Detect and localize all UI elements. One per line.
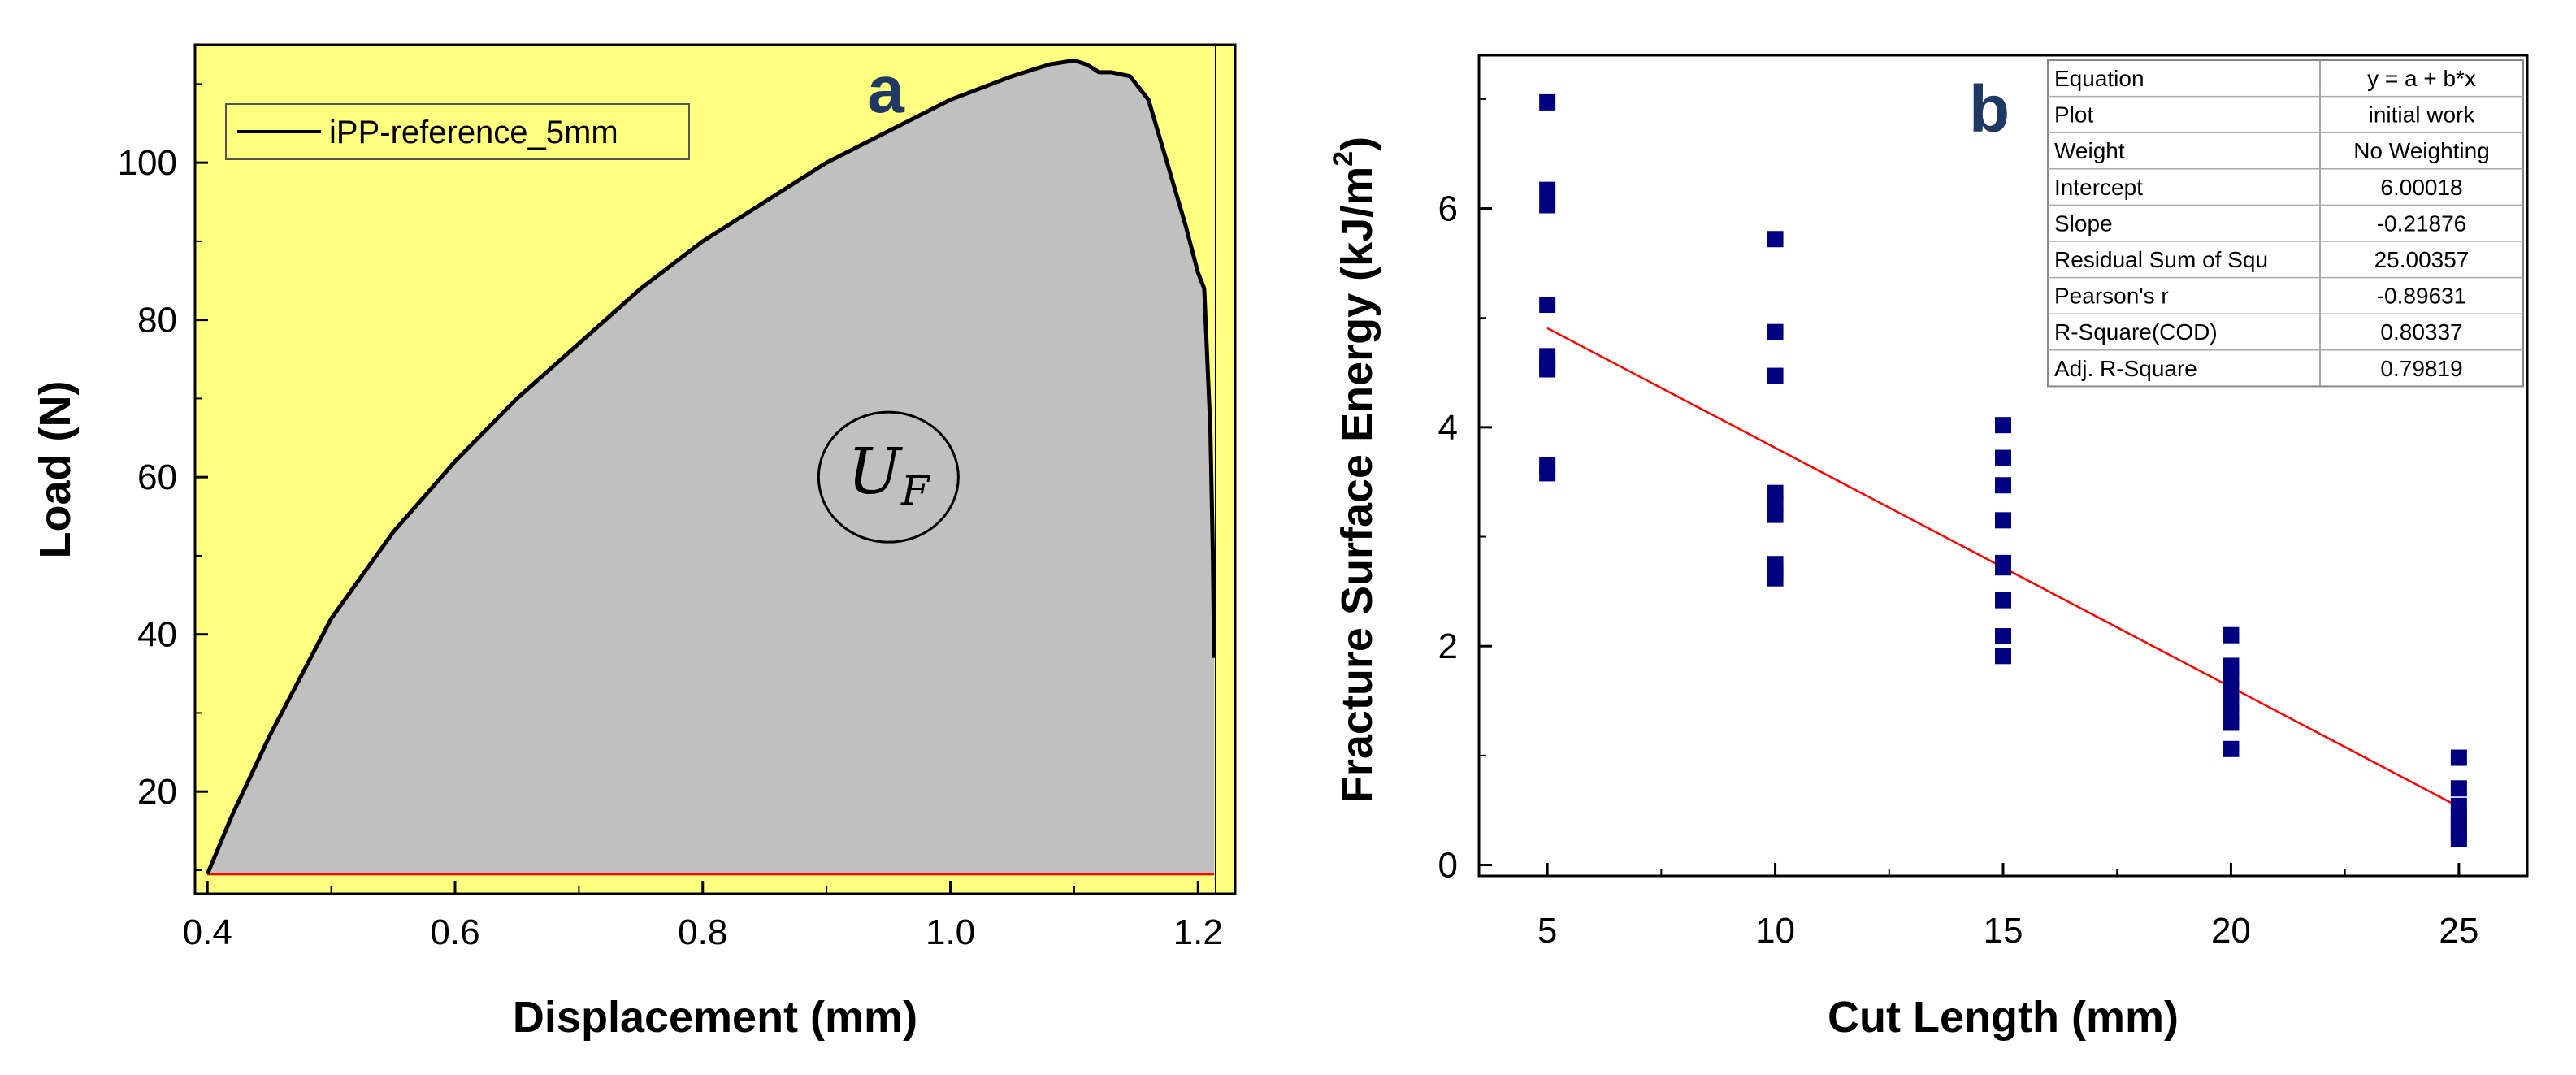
table-row-value: 0.80337 — [2380, 319, 2462, 345]
table-row-label: Equation — [2054, 66, 2144, 91]
data-point — [1539, 361, 1556, 378]
x-tick-label: 0.6 — [430, 912, 479, 952]
y-tick-label: 60 — [137, 457, 177, 497]
data-point — [1995, 417, 2011, 434]
table-row-label: R-Square(COD) — [2054, 319, 2218, 345]
y-tick-label: 0 — [1438, 846, 1458, 886]
panel-b-x-ticks: 5 10 15 20 25 — [1537, 863, 2478, 951]
x-tick-label: 10 — [1755, 911, 1795, 951]
uf-circle — [817, 410, 960, 544]
panel-a-letter: a — [867, 53, 905, 127]
data-point — [1767, 570, 1784, 587]
panel-a-x-ticks: 0.4 0.6 0.8 1.0 1.2 — [183, 881, 1223, 952]
data-point — [1995, 628, 2011, 645]
x-tick-label: 25 — [2439, 911, 2478, 951]
table-row-label: Intercept — [2054, 175, 2143, 200]
y-tick-label: 20 — [137, 772, 177, 812]
data-point — [2223, 714, 2240, 731]
table-row-label: Slope — [2054, 210, 2113, 236]
data-point — [1539, 465, 1556, 482]
uf-annotation: UF — [817, 410, 960, 544]
data-point — [1539, 93, 1556, 111]
legend-label: iPP-reference_5mm — [329, 115, 618, 150]
data-point — [2223, 657, 2240, 674]
panel-a-legend: iPP-reference_5mm — [225, 103, 690, 160]
panel-a-y-axis-title: Load (N) — [31, 381, 80, 559]
table-row-label: Pearson's r — [2054, 284, 2169, 309]
panel-b-y-ticks: 0 2 4 6 — [1438, 98, 1492, 886]
data-point — [1767, 506, 1784, 523]
x-tick-label: 1.0 — [926, 912, 975, 952]
table-row-value: initial work — [2369, 102, 2476, 128]
data-point — [1767, 323, 1784, 340]
table-row-label: Weight — [2054, 138, 2125, 163]
data-point — [1995, 648, 2011, 665]
table-row-label: Plot — [2054, 102, 2093, 128]
panel-a-y-ticks: 20 40 60 80 100 — [118, 83, 208, 871]
table-row-value: y = a + b*x — [2367, 66, 2476, 91]
y-tick-label: 2 — [1438, 626, 1458, 666]
x-tick-label: 0.4 — [183, 912, 232, 952]
fracture-energy-area — [207, 60, 1215, 874]
panel-b-x-axis-title: Cut Length (mm) — [1828, 993, 2179, 1042]
data-point — [1995, 559, 2011, 576]
data-point — [2450, 830, 2467, 847]
y-tick-label: 80 — [137, 301, 177, 340]
table-row-value: 25.00357 — [2374, 247, 2470, 272]
panel-a-x-axis-title: Displacement (mm) — [513, 993, 917, 1042]
fit-statistics-table: Equation y = a + b*x Plot initial work Weigh… — [2047, 59, 2524, 388]
panel-b: 5 10 15 20 25 0 2 4 6 b Equation y = a + b*x Plot… — [1328, 54, 2529, 1042]
y-tick-label: 40 — [137, 615, 177, 655]
data-point — [2450, 780, 2467, 797]
data-point — [1767, 231, 1784, 248]
table-row-value: -0.89631 — [2377, 284, 2467, 309]
data-point — [2450, 749, 2467, 766]
table-row-label: Residual Sum of Squ — [2054, 247, 2268, 272]
x-tick-label: 5 — [1537, 911, 1557, 951]
panel-a-plot-frame — [193, 43, 1237, 895]
y-tick-label: 100 — [118, 143, 177, 183]
table-row-value: -0.21876 — [2377, 210, 2467, 236]
data-point — [1539, 197, 1556, 214]
x-tick-label: 20 — [2211, 911, 2251, 951]
table-row-value: 0.79819 — [2380, 356, 2462, 381]
data-point — [1767, 367, 1784, 384]
data-point — [1995, 592, 2011, 609]
data-point — [2223, 626, 2240, 644]
x-tick-label: 15 — [1984, 911, 2023, 951]
load-displacement-curve — [205, 58, 1216, 875]
x-tick-label: 1.2 — [1173, 912, 1223, 952]
data-point — [1995, 477, 2011, 494]
y-tick-label: 6 — [1438, 189, 1458, 229]
data-point — [1995, 449, 2011, 466]
data-point — [2223, 682, 2240, 699]
uf-label: UF — [848, 436, 931, 514]
data-point — [1539, 297, 1556, 314]
panel-b-y-axis-title: Fracture Surface Energy (kJ/m2) — [1328, 137, 1381, 803]
table-frame — [2047, 59, 2524, 388]
panel-a: 0.4 0.6 0.8 1.0 1.2 20 40 60 80 100 iPP-referenc… — [31, 43, 1237, 1042]
scatter-points — [1539, 93, 2467, 847]
y-tick-label: 4 — [1438, 408, 1458, 448]
panel-b-letter: b — [1969, 72, 2010, 146]
table-row-label: Adj. R-Square — [2054, 356, 2197, 381]
data-point — [1995, 512, 2011, 529]
x-tick-label: 0.8 — [678, 912, 727, 952]
table-row-value: 6.00018 — [2380, 175, 2462, 200]
table-row-value: No Weighting — [2353, 138, 2490, 163]
data-point — [1539, 181, 1556, 198]
data-point — [2223, 740, 2240, 757]
